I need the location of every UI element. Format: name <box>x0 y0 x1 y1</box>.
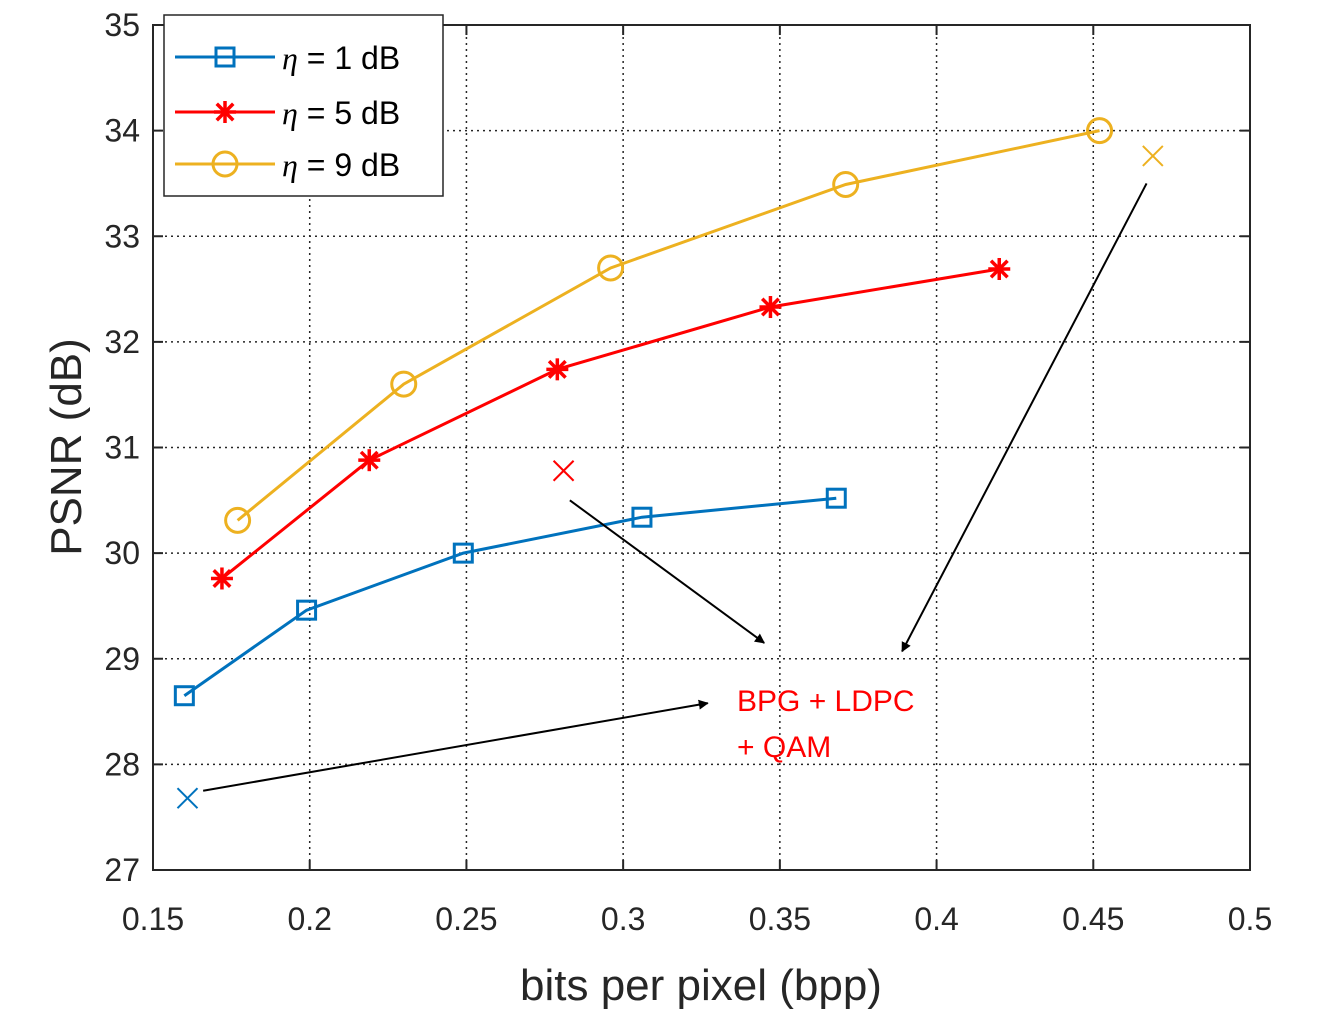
series-2-point <box>759 296 782 319</box>
baseline-point <box>1142 145 1164 167</box>
asterisk-stroke <box>547 359 567 379</box>
series-2-point <box>358 449 381 472</box>
legend-text: = 9 dB <box>298 147 400 183</box>
x-tick-label: 0.15 <box>122 901 184 937</box>
annotation-line-1: BPG + LDPC <box>737 685 915 718</box>
legend-symbol: η <box>282 40 298 76</box>
y-tick-label: 35 <box>104 7 140 43</box>
series-2-point <box>210 567 233 590</box>
legend-marker-2 <box>214 101 236 123</box>
y-tick-label: 28 <box>104 746 140 782</box>
y-tick-label: 30 <box>104 535 140 571</box>
legend-symbol: η <box>282 95 298 131</box>
x-tick-label: 0.35 <box>749 901 811 937</box>
baseline-point <box>176 787 199 809</box>
series-line-3 <box>236 129 1100 522</box>
legend-box <box>163 14 444 197</box>
series-1-point <box>452 542 474 564</box>
series-1-point <box>631 506 653 528</box>
series-line-2 <box>221 267 1000 580</box>
legend-text: = 1 dB <box>298 40 400 76</box>
series-2-point <box>546 358 569 381</box>
asterisk-stroke <box>212 568 232 588</box>
legend-marker-3 <box>211 150 239 178</box>
x-tick-label: 0.3 <box>601 901 645 937</box>
series-layer <box>173 117 1114 707</box>
series-3-point <box>1086 117 1114 145</box>
x-tick-label: 0.25 <box>435 901 497 937</box>
asterisk-stroke <box>215 102 235 122</box>
asterisk-stroke <box>359 450 379 470</box>
y-tick-label: 32 <box>104 324 140 360</box>
y-tick-label: 27 <box>104 852 140 888</box>
series-3-point <box>390 370 418 398</box>
annotation: BPG + LDPC + QAM <box>202 182 1148 792</box>
x-axis-label: bits per pixel (bpp) <box>520 961 882 1010</box>
y-tick-label: 29 <box>104 641 140 677</box>
series-1-point <box>825 487 847 509</box>
y-axis-label: PSNR (dB) <box>42 338 91 556</box>
x-stroke <box>1142 145 1164 167</box>
legend-text: = 5 dB <box>298 95 400 131</box>
annotation-arrow <box>569 499 765 644</box>
legend-label-1: η = 1 dB <box>282 40 400 76</box>
series-line-1 <box>183 496 837 697</box>
series-1-point <box>173 685 195 707</box>
legend-marker-1 <box>214 46 236 68</box>
axis-ticks: 0.15 0.2 0.25 0.3 0.35 0.4 0.45 0.5 27 28 29 30 31 32… <box>104 7 1272 937</box>
x-stroke <box>176 787 199 809</box>
annotation-arrow <box>901 182 1148 653</box>
baseline-points <box>176 145 1164 809</box>
x-tick-label: 0.45 <box>1062 901 1124 937</box>
y-tick-label: 33 <box>104 218 140 254</box>
x-stroke <box>552 460 575 482</box>
legend-symbol: η <box>282 147 298 183</box>
annotation-line-2: + QAM <box>737 731 831 764</box>
legend-label-2: η = 5 dB <box>282 95 400 131</box>
legend: η = 1 dBη = 5 dBη = 9 dB <box>163 14 444 197</box>
y-tick-label: 31 <box>104 430 140 466</box>
series-3-point <box>224 506 252 534</box>
x-tick-label: 0.2 <box>287 901 331 937</box>
series-3-point <box>832 170 860 198</box>
y-tick-label: 34 <box>104 113 140 149</box>
series-3-point <box>597 254 625 282</box>
annotation-arrow <box>202 699 709 792</box>
x-tick-label: 0.4 <box>914 901 958 937</box>
series-1-point <box>296 599 318 621</box>
series-2-point <box>988 257 1011 280</box>
asterisk-stroke <box>760 297 780 317</box>
legend-label-3: η = 9 dB <box>282 147 400 183</box>
x-tick-label: 0.5 <box>1228 901 1272 937</box>
asterisk-stroke <box>989 259 1009 279</box>
baseline-point <box>552 460 575 482</box>
